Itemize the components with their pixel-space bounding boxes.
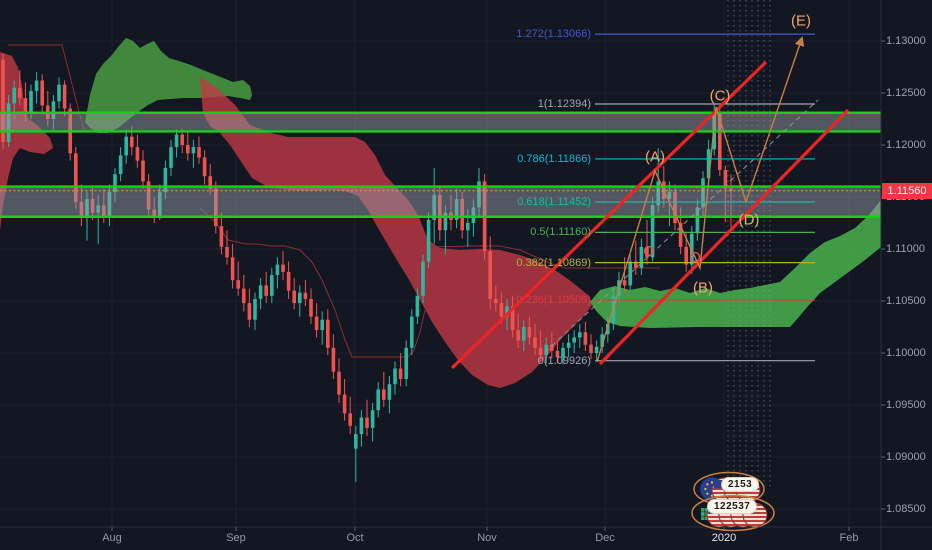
last-price-value: 1.11560	[887, 185, 927, 197]
price-tick-5: 1.10500	[886, 295, 926, 307]
fib-level-label-6: 0.236(1.10509)	[516, 294, 591, 307]
dashed-trendline	[544, 99, 819, 353]
trendline-1[interactable]	[450, 60, 768, 370]
fib-level-label-7: 0(1.09926)	[537, 354, 591, 367]
wave-label-A: (A)	[645, 148, 665, 166]
price-tick-0: 1.13000	[886, 35, 926, 47]
annotation-ellipse	[691, 494, 775, 532]
time-tick-Aug: Aug	[102, 532, 122, 544]
ichimoku-cloud-bearish_mid	[200, 77, 592, 388]
price-tick-2: 1.12000	[886, 139, 926, 151]
last-price-badge: 1.11560	[882, 183, 932, 199]
elliott-wave-drawing	[596, 36, 805, 363]
wave-label-E: (E)	[791, 12, 811, 30]
fib-retracement	[595, 33, 815, 362]
trendline-2[interactable]	[598, 108, 850, 366]
price-tick-1: 1.12500	[886, 87, 926, 99]
price-tick-7: 1.09500	[886, 399, 926, 411]
wave-label-D: (D)	[738, 211, 760, 229]
price-tick-6: 1.10000	[886, 347, 926, 359]
ichimoku-cloud-bullish_left	[85, 38, 252, 133]
supply-demand-zones	[0, 111, 881, 218]
price-tick-4: 1.11000	[886, 243, 925, 255]
projection-dashed-verticals	[727, 0, 771, 490]
fib-level-label-4: 0.5(1.11160)	[530, 226, 591, 239]
flag-count-badge-2[interactable]: 122537	[707, 499, 758, 514]
fib-level-label-0: 1.272(1.13066)	[516, 28, 591, 41]
wave-label-C: (C)	[709, 87, 731, 105]
time-tick-Nov: Nov	[477, 532, 497, 544]
fib-level-label-3: 0.618(1.11452)	[517, 195, 591, 208]
fib-level-label-1: 1(1.12394)	[537, 98, 591, 111]
time-tick-Oct: Oct	[346, 532, 364, 544]
fib-level-label-2: 0.786(1.11866)	[517, 152, 591, 165]
time-tick-Feb: Feb	[839, 532, 859, 544]
red-trend-channel	[450, 60, 850, 370]
wave-label-B: (B)	[693, 279, 713, 297]
price-tick-8: 1.09000	[886, 451, 926, 463]
time-tick-2020: 2020	[711, 532, 737, 544]
time-tick-Sep: Sep	[226, 532, 246, 544]
time-tick-Dec: Dec	[595, 532, 615, 544]
ichimoku-cloud-bullish_right	[590, 200, 881, 328]
price-tick-9: 1.08500	[886, 503, 926, 515]
fib-level-label-5: 0.382(1.10869)	[516, 256, 591, 269]
flag-count-badge-1[interactable]: 2153	[721, 477, 760, 492]
